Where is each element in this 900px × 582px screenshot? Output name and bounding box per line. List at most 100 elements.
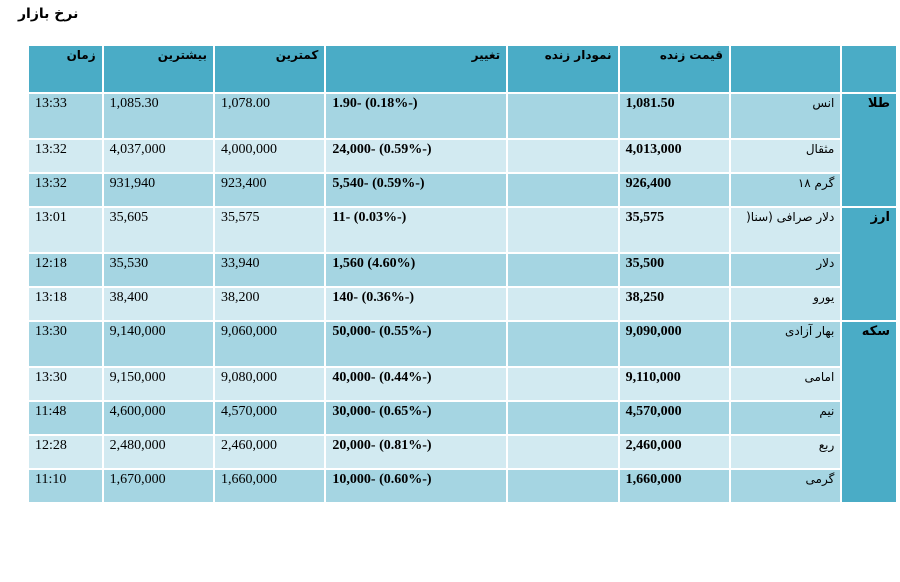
row-change: 11- (0.03%-) bbox=[324, 206, 509, 254]
row-chart bbox=[506, 320, 620, 368]
row-price: 926,400 bbox=[617, 172, 731, 208]
row-price: 4,013,000 bbox=[617, 138, 731, 174]
header-chart: نمودار زنده bbox=[506, 44, 620, 94]
row-price: 4,570,000 bbox=[617, 400, 731, 436]
row-name: گرم ۱۸ bbox=[728, 172, 843, 208]
row-low: 2,460,000 bbox=[213, 434, 327, 470]
row-chart bbox=[506, 138, 620, 174]
row-time: 13:01 bbox=[27, 206, 104, 254]
header-high: بیشترین bbox=[101, 44, 216, 94]
table-row: نیم 4,570,000 30,000- (0.65%-) 4,570,000… bbox=[27, 400, 897, 436]
row-change: 50,000- (0.55%-) bbox=[324, 320, 509, 368]
row-change: 20,000- (0.81%-) bbox=[324, 434, 509, 470]
row-time: 13:30 bbox=[27, 320, 104, 368]
row-low: 35,575 bbox=[213, 206, 327, 254]
row-low: 4,000,000 bbox=[213, 138, 327, 174]
row-low: 1,660,000 bbox=[213, 468, 327, 504]
row-high: 9,140,000 bbox=[101, 320, 216, 368]
row-price: 35,500 bbox=[617, 252, 731, 288]
table-row: ربع 2,460,000 20,000- (0.81%-) 2,460,000… bbox=[27, 434, 897, 470]
row-name: بهار آزادی bbox=[728, 320, 843, 368]
row-name: انس bbox=[728, 92, 843, 140]
row-price: 38,250 bbox=[617, 286, 731, 322]
row-chart bbox=[506, 366, 620, 402]
row-high: 4,600,000 bbox=[101, 400, 216, 436]
group-label-currency: ارز bbox=[840, 206, 898, 322]
row-change: 24,000- (0.59%-) bbox=[324, 138, 509, 174]
row-change: 1.90- (0.18%-) bbox=[324, 92, 509, 140]
row-high: 9,150,000 bbox=[101, 366, 216, 402]
group-label-coin: سکه bbox=[840, 320, 898, 504]
row-high: 931,940 bbox=[101, 172, 216, 208]
table-row: دلار 35,500 1,560 (4.60%) 33,940 35,530 … bbox=[27, 252, 897, 288]
row-high: 35,605 bbox=[101, 206, 216, 254]
row-time: 13:32 bbox=[27, 138, 104, 174]
table-row: مثقال 4,013,000 24,000- (0.59%-) 4,000,0… bbox=[27, 138, 897, 174]
page-title: نرخ بازار bbox=[18, 6, 79, 22]
row-price: 2,460,000 bbox=[617, 434, 731, 470]
row-chart bbox=[506, 206, 620, 254]
row-low: 1,078.00 bbox=[213, 92, 327, 140]
row-name: نیم bbox=[728, 400, 843, 436]
row-chart bbox=[506, 286, 620, 322]
row-high: 35,530 bbox=[101, 252, 216, 288]
table-row: طلا انس 1,081.50 1.90- (0.18%-) 1,078.00… bbox=[27, 92, 898, 208]
row-chart bbox=[506, 400, 620, 436]
group-label-gold: طلا bbox=[840, 92, 898, 208]
row-low: 9,080,000 bbox=[213, 366, 327, 402]
row-chart bbox=[506, 252, 620, 288]
row-low: 923,400 bbox=[213, 172, 327, 208]
row-change: 30,000- (0.65%-) bbox=[324, 400, 509, 436]
row-high: 1,085.30 bbox=[101, 92, 216, 140]
row-name: دلار bbox=[728, 252, 843, 288]
row-time: 12:28 bbox=[27, 434, 104, 470]
row-time: 11:48 bbox=[27, 400, 104, 436]
row-name: یورو bbox=[728, 286, 843, 322]
row-low: 4,570,000 bbox=[213, 400, 327, 436]
row-chart bbox=[506, 434, 620, 470]
row-chart bbox=[506, 92, 620, 140]
row-time: 13:18 bbox=[27, 286, 104, 322]
row-price: 9,090,000 bbox=[617, 320, 731, 368]
row-price: 1,081.50 bbox=[617, 92, 731, 140]
row-name: ربع bbox=[728, 434, 843, 470]
row-high: 2,480,000 bbox=[101, 434, 216, 470]
table-row: گرمی 1,660,000 10,000- (0.60%-) 1,660,00… bbox=[27, 468, 897, 504]
row-change: 1,560 (4.60%) bbox=[324, 252, 509, 288]
row-low: 38,200 bbox=[213, 286, 327, 322]
header-group bbox=[840, 44, 898, 94]
row-name: امامی bbox=[728, 366, 843, 402]
row-high: 4,037,000 bbox=[101, 138, 216, 174]
row-chart bbox=[506, 172, 620, 208]
row-change: 140- (0.36%-) bbox=[324, 286, 509, 322]
row-time: 13:30 bbox=[27, 366, 104, 402]
row-price: 9,110,000 bbox=[617, 366, 731, 402]
table-row: امامی 9,110,000 40,000- (0.44%-) 9,080,0… bbox=[27, 366, 897, 402]
table-row: سکه بهار آزادی 9,090,000 50,000- (0.55%-… bbox=[27, 320, 898, 504]
header-name bbox=[728, 44, 843, 94]
header-change: تغییر bbox=[324, 44, 509, 94]
row-name: دلار صرافی (سنا( bbox=[728, 206, 843, 254]
row-low: 33,940 bbox=[213, 252, 327, 288]
market-rates-table: قیمت زنده نمودار زنده تغییر کمترین بیشتر… bbox=[27, 44, 898, 504]
table-row: ارز دلار صرافی (سنا( 35,575 11- (0.03%-)… bbox=[27, 206, 898, 322]
row-name: گرمی bbox=[728, 468, 843, 504]
table-row: یورو 38,250 140- (0.36%-) 38,200 38,400 … bbox=[27, 286, 897, 322]
row-change: 10,000- (0.60%-) bbox=[324, 468, 509, 504]
row-change: 5,540- (0.59%-) bbox=[324, 172, 509, 208]
header-price: قیمت زنده bbox=[617, 44, 731, 94]
row-time: 12:18 bbox=[27, 252, 104, 288]
header-time: زمان bbox=[27, 44, 104, 94]
row-high: 1,670,000 bbox=[101, 468, 216, 504]
header-low: کمترین bbox=[213, 44, 327, 94]
table-row: گرم ۱۸ 926,400 5,540- (0.59%-) 923,400 9… bbox=[27, 172, 897, 208]
row-price: 1,660,000 bbox=[617, 468, 731, 504]
row-low: 9,060,000 bbox=[213, 320, 327, 368]
row-time: 11:10 bbox=[27, 468, 104, 504]
header-row: قیمت زنده نمودار زنده تغییر کمترین بیشتر… bbox=[27, 44, 898, 94]
row-high: 38,400 bbox=[101, 286, 216, 322]
row-time: 13:33 bbox=[27, 92, 104, 140]
row-name: مثقال bbox=[728, 138, 843, 174]
row-price: 35,575 bbox=[617, 206, 731, 254]
row-chart bbox=[506, 468, 620, 504]
